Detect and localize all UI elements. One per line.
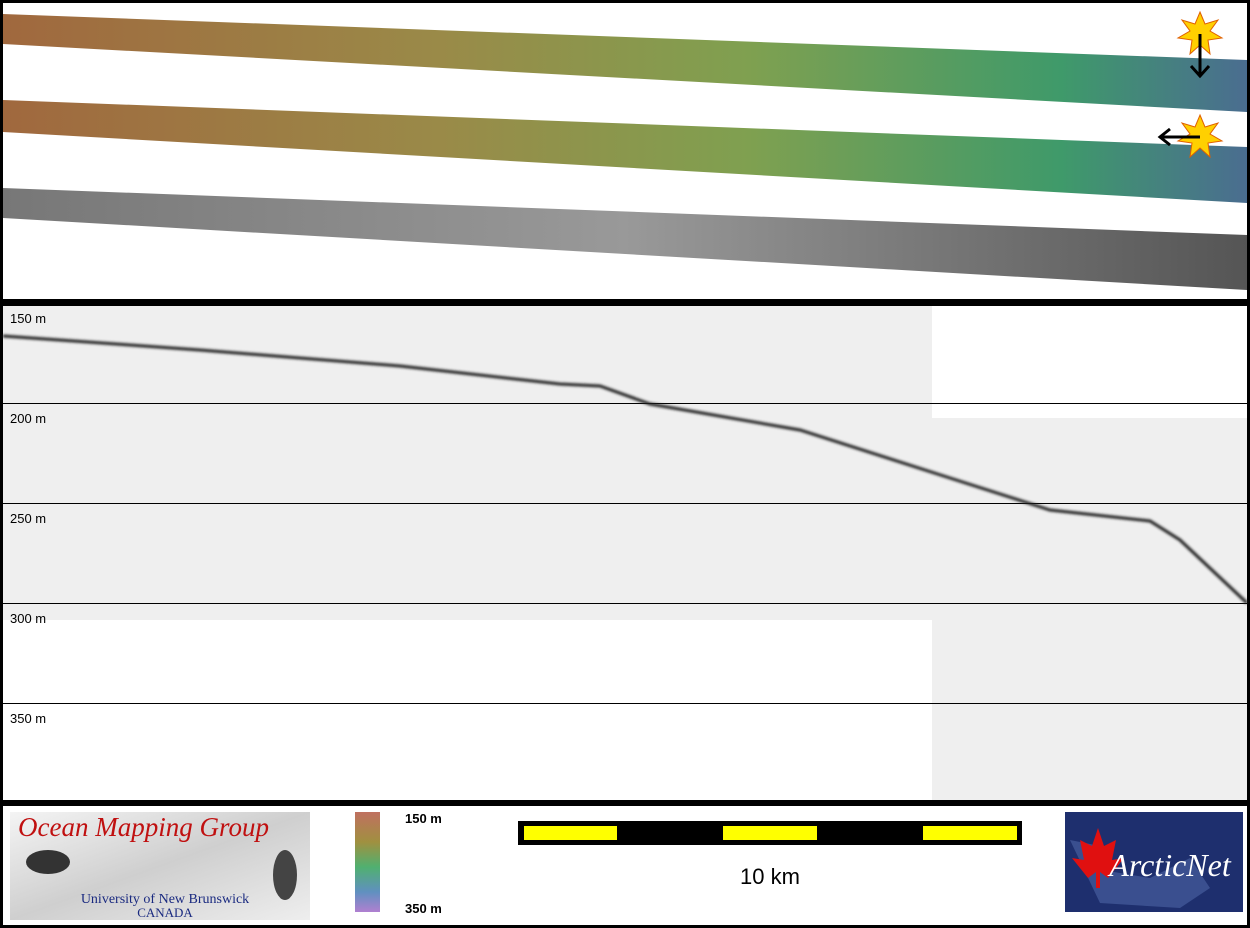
depth-label: 150 m bbox=[10, 311, 46, 326]
logo-graphic bbox=[26, 850, 70, 874]
depth-lines bbox=[3, 403, 1247, 704]
colorbar bbox=[355, 812, 380, 912]
logo-map bbox=[1070, 840, 1210, 908]
scale-bar bbox=[518, 821, 1022, 845]
colorbar-top-label: 150 m bbox=[405, 811, 442, 826]
logo-graphic bbox=[273, 850, 297, 900]
seafloor-trace bbox=[2, 334, 1249, 605]
logo-title: Ocean Mapping Group bbox=[18, 812, 269, 842]
colorbar-bottom-label: 350 m bbox=[405, 901, 442, 916]
maple-leaf bbox=[1072, 828, 1124, 888]
blank-area bbox=[3, 620, 932, 800]
depth-label: 300 m bbox=[10, 611, 46, 626]
depth-label: 350 m bbox=[10, 711, 46, 726]
position-markers bbox=[1157, 10, 1224, 159]
bathymetry-swath bbox=[3, 100, 1247, 203]
depth-label: 200 m bbox=[10, 411, 46, 426]
bathymetry-swath bbox=[3, 14, 1247, 112]
logo-country: CANADA bbox=[137, 905, 193, 920]
blank-area bbox=[932, 306, 1247, 418]
backscatter-swath bbox=[3, 188, 1247, 290]
depth-labels: 150 m 200 m 250 m 300 m 350 m bbox=[10, 311, 46, 726]
arcticnet-name: ArcticNet bbox=[1107, 847, 1232, 883]
depth-label: 250 m bbox=[10, 511, 46, 526]
scale-label: 10 km bbox=[740, 864, 800, 889]
logo-university: University of New Brunswick bbox=[81, 892, 249, 907]
